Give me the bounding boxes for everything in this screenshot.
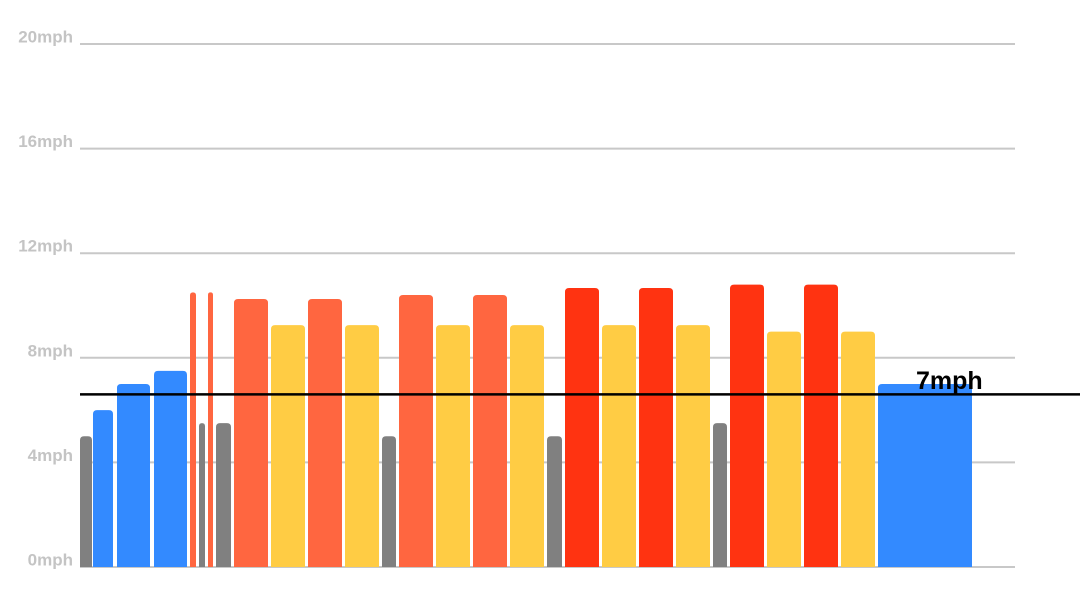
speed-bar [199, 423, 205, 567]
speed-bar [841, 331, 875, 567]
speed-bar [473, 295, 507, 567]
y-tick-label: 20mph [18, 27, 73, 46]
speed-bar [308, 298, 342, 567]
speed-bar [216, 423, 231, 567]
speed-bar [399, 295, 433, 567]
speed-bar [510, 325, 544, 567]
speed-bar [767, 331, 801, 567]
speed-bar [190, 292, 196, 567]
y-tick-label: 16mph [18, 132, 73, 151]
speed-bar [602, 325, 636, 567]
speed-bar [234, 298, 268, 567]
y-tick-label: 4mph [28, 446, 73, 465]
y-tick-label: 12mph [18, 237, 73, 256]
speed-bar [676, 325, 710, 567]
speed-bar [154, 370, 187, 567]
y-tick-label: 8mph [28, 341, 73, 360]
speed-bar [93, 410, 113, 567]
speed-bar [382, 436, 396, 567]
speed-bar [436, 325, 470, 567]
speed-bar [80, 436, 92, 567]
speed-bar [878, 383, 972, 567]
speed-bar [565, 287, 599, 567]
speed-bar [804, 284, 838, 567]
y-tick-label: 0mph [28, 550, 73, 569]
speed-bar [345, 325, 379, 567]
speed-bar [730, 284, 764, 567]
speed-bar [547, 436, 562, 567]
speed-bar [639, 287, 673, 567]
speed-bar [117, 383, 150, 567]
speed-bar [208, 292, 213, 567]
speed-bar [713, 423, 727, 567]
speed-bar [271, 325, 305, 567]
reference-label: 7mph [916, 367, 983, 395]
